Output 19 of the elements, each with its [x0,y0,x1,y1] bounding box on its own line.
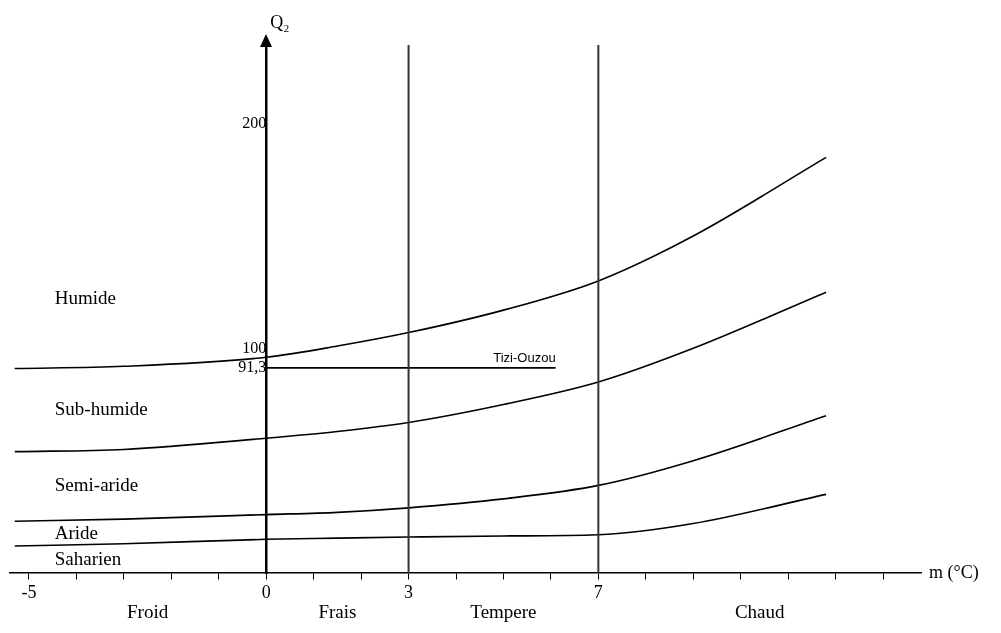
y-tick-label: 100 [242,338,267,356]
annotation: Semi-aride [54,474,139,496]
x-axis-title: m (°C) [929,561,979,583]
text: Froid [127,600,169,622]
x-tick-label: 3 [404,581,414,602]
text: Tempere [470,600,537,622]
x-tick-label: 7 [593,581,603,602]
text: Chaud [734,600,785,622]
x-tick-label: -5 [21,581,37,602]
annotation: Saharien [54,547,122,569]
annotation: Aride [54,521,99,543]
series-label: Tizi-Ouzou [493,349,556,365]
y-axis-title: Q₂ [270,11,290,32]
y-tick-label: 91,3 [238,358,267,376]
x-tick-label: 0 [261,581,271,602]
annotation: Sub-humide [54,398,148,420]
text: Frais [318,600,357,622]
y-tick-label: 200 [242,113,267,131]
annotation: Humide [54,286,116,308]
